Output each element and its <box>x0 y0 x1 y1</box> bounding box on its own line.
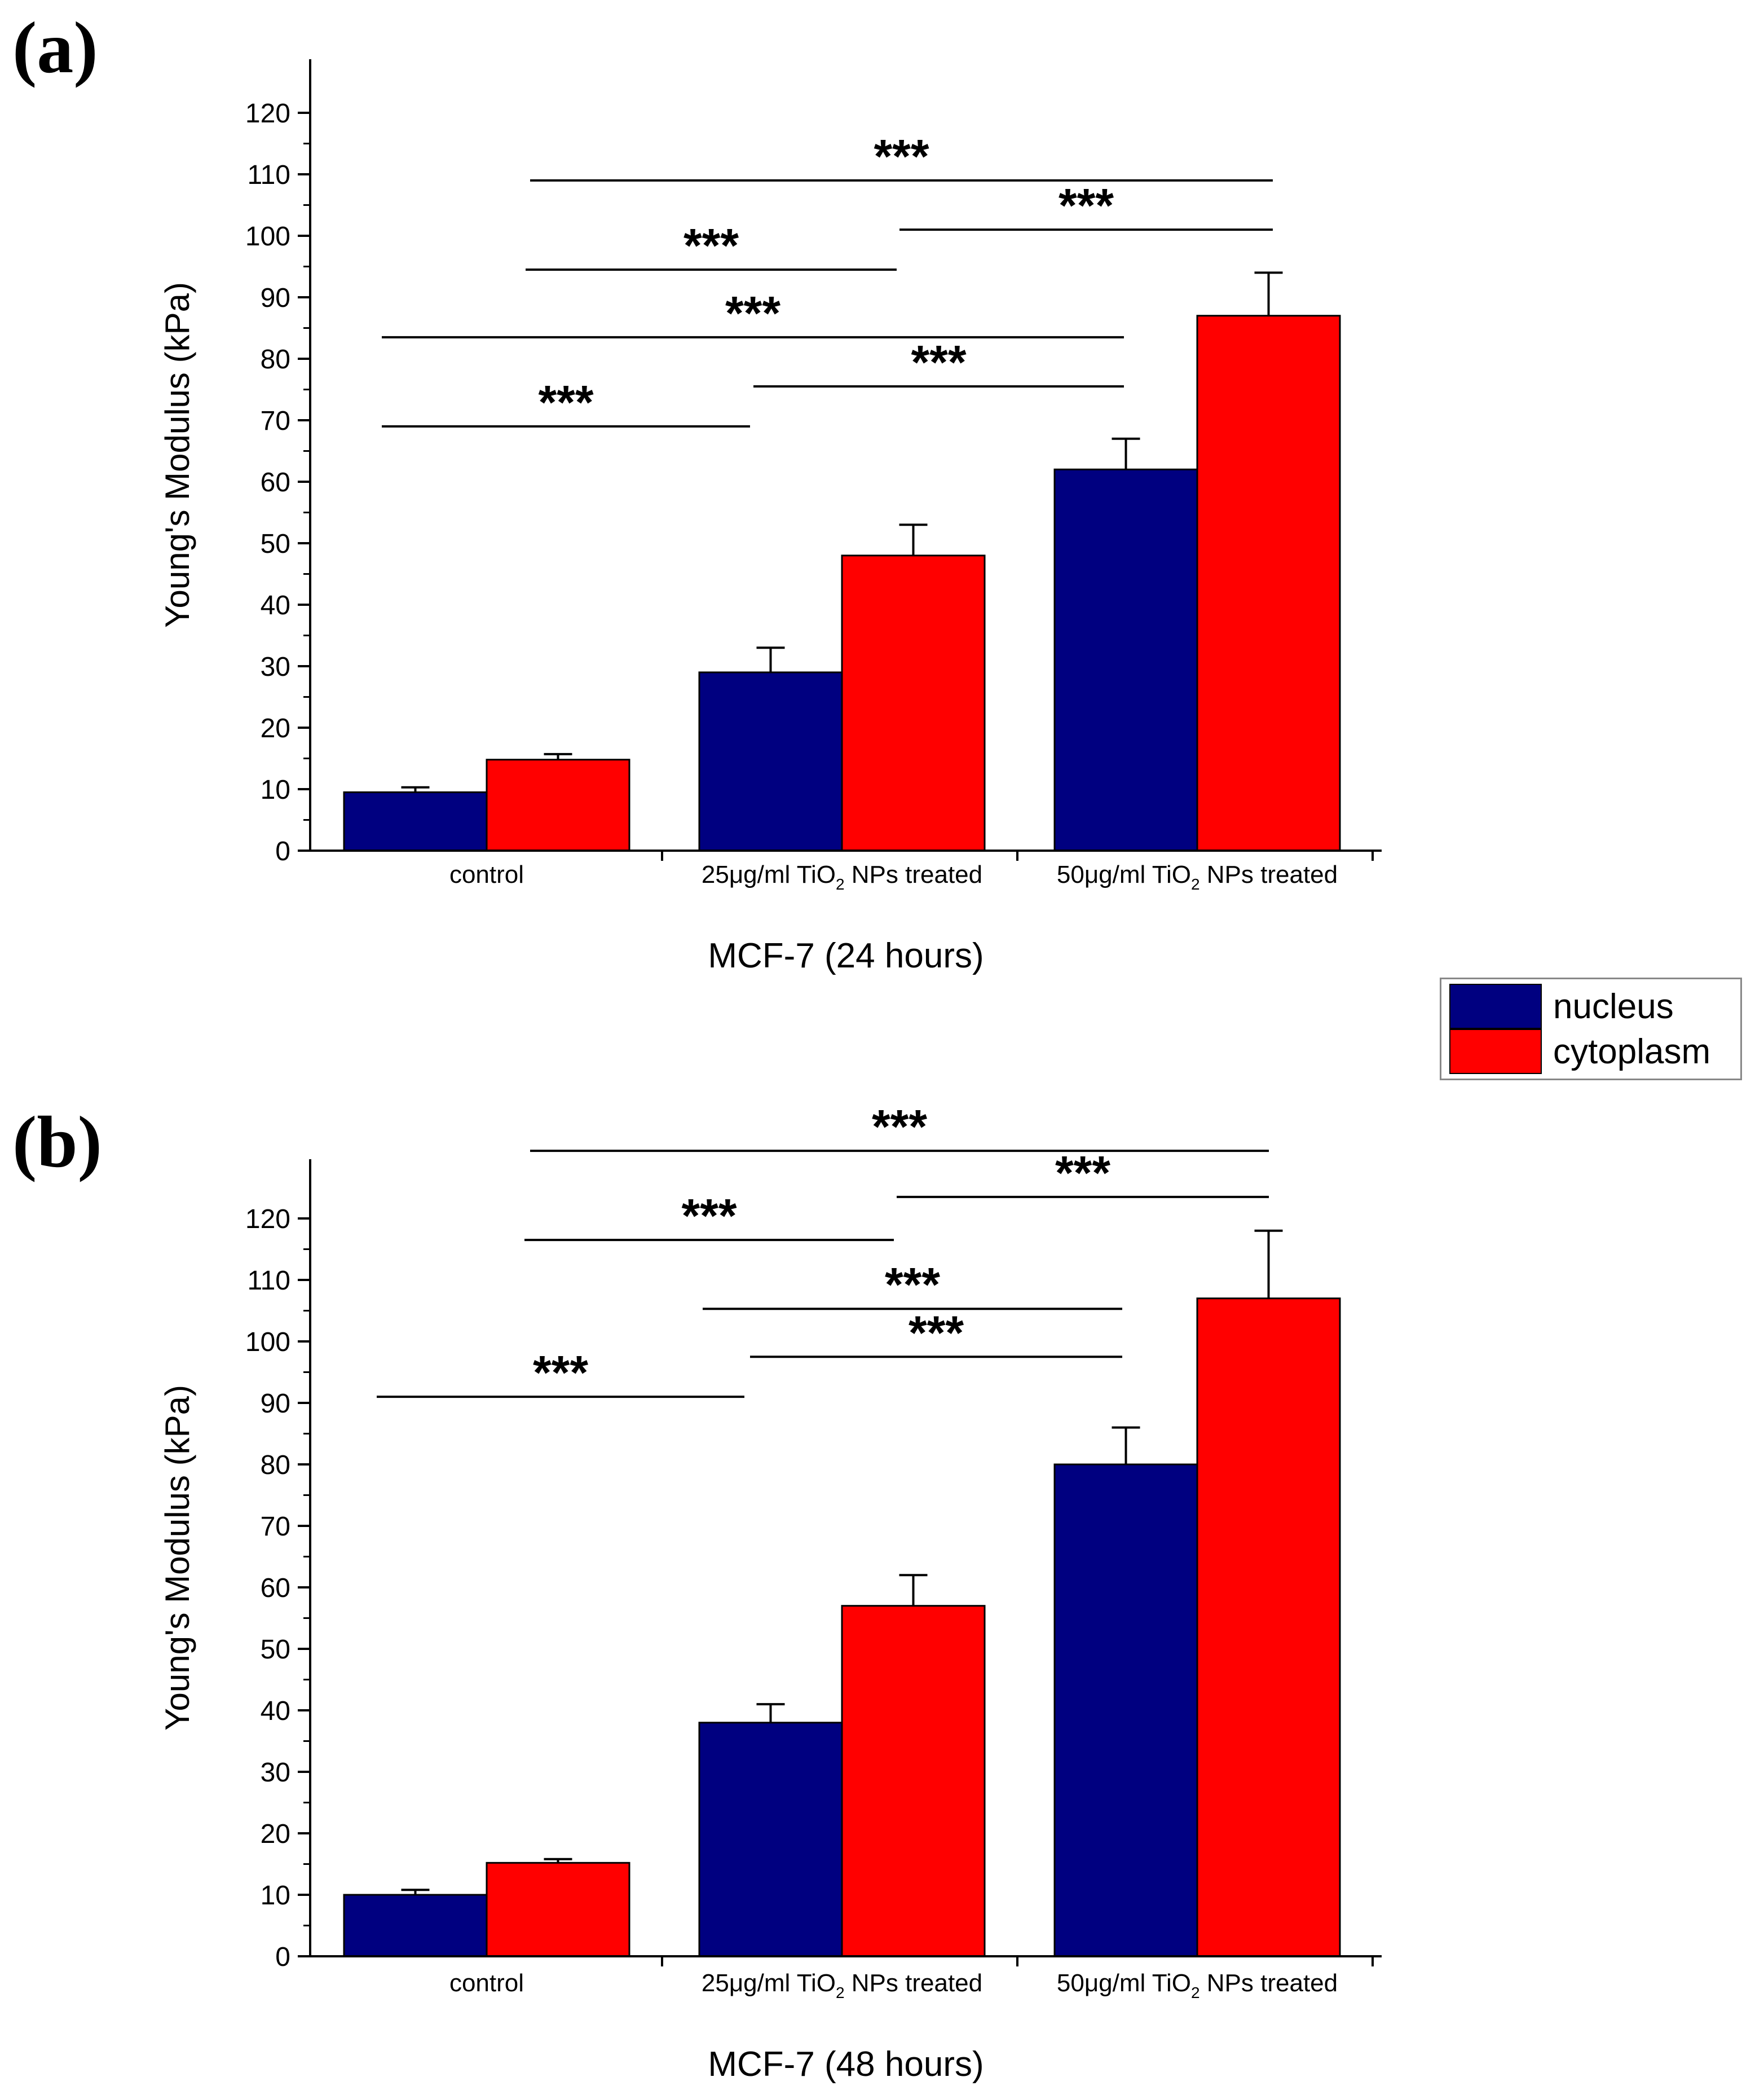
bar-cytoplasm-3 <box>1196 1297 1341 1957</box>
x-tick-label: 50μg/ml TiO2 NPs treated <box>1057 1969 1338 2001</box>
y-tick-label: 80 <box>261 345 290 375</box>
y-tick-label: 20 <box>261 1819 290 1849</box>
y-tick-label: 40 <box>261 591 290 621</box>
x-tick-label: control <box>449 1969 524 1997</box>
significance-label: *** <box>885 1258 940 1311</box>
significance-label: *** <box>538 376 593 429</box>
significance-label: *** <box>874 130 929 183</box>
significance-label: *** <box>681 1189 737 1242</box>
y-tick-label: 120 <box>245 99 290 129</box>
legend-label-nucleus: nucleus <box>1553 987 1674 1026</box>
bar-nucleus-1 <box>343 1894 488 1957</box>
y-tick-label: 60 <box>261 1573 290 1603</box>
x-tick-label: control <box>449 861 524 888</box>
y-tick-label: 110 <box>247 160 290 190</box>
y-axis-title: Young's Modulus (kPa) <box>158 282 196 628</box>
legend-label-cytoplasm: cytoplasm <box>1553 1032 1711 1071</box>
y-tick-label: 110 <box>247 1266 290 1296</box>
x-axis-title: MCF-7 (24 hours) <box>708 936 984 975</box>
y-tick-label: 10 <box>261 1881 290 1911</box>
y-tick-label: 30 <box>261 652 290 682</box>
bar-cytoplasm-2 <box>841 555 986 852</box>
y-tick-label: 120 <box>245 1204 290 1234</box>
bar-nucleus-2 <box>698 1722 843 1957</box>
y-tick-label: 0 <box>275 837 290 866</box>
y-tick-label: 90 <box>261 1389 290 1419</box>
bar-nucleus-2 <box>698 671 843 852</box>
bar-cytoplasm-2 <box>841 1605 986 1957</box>
chart-panel-a: 0 10 20 30 40 50 60 70 80 90 100 110 120 control 25μg/… <box>158 59 1382 975</box>
chart-panel-b: 0 10 20 30 40 50 60 70 80 90 100 110 120 control 25μg/… <box>158 1100 1382 2084</box>
y-tick-label: 60 <box>261 468 290 498</box>
y-tick-label: 100 <box>245 222 290 252</box>
bar-nucleus-3 <box>1053 468 1198 852</box>
significance-label: *** <box>533 1346 588 1399</box>
x-tick-label: 25μg/ml TiO2 NPs treated <box>702 1969 982 2001</box>
y-tick-label: 30 <box>261 1758 290 1788</box>
significance-label: *** <box>909 1306 964 1359</box>
y-tick-label: 20 <box>261 714 290 743</box>
significance-label: *** <box>872 1100 927 1153</box>
y-tick-label: 80 <box>261 1450 290 1480</box>
bar-nucleus-1 <box>343 791 488 852</box>
legend-swatch-nucleus <box>1449 984 1542 1029</box>
bar-cytoplasm-3 <box>1196 315 1341 852</box>
legend: nucleus cytoplasm <box>1440 978 1742 1080</box>
y-tick-label: 100 <box>245 1327 290 1357</box>
legend-swatch-cytoplasm <box>1449 1029 1542 1074</box>
panel-label-b: (b) <box>12 1102 102 1183</box>
significance-label: *** <box>911 336 966 389</box>
y-axis-title: Young's Modulus (kPa) <box>158 1385 196 1731</box>
y-tick-label: 50 <box>261 529 290 559</box>
y-tick-label: 10 <box>261 775 290 805</box>
x-axis-title: MCF-7 (48 hours) <box>708 2045 984 2084</box>
bar-nucleus-3 <box>1053 1463 1198 1957</box>
y-tick-label: 90 <box>261 283 290 313</box>
x-tick-label: 50μg/ml TiO2 NPs treated <box>1057 861 1338 893</box>
significance-label: *** <box>725 287 780 340</box>
legend-item-cytoplasm: cytoplasm <box>1449 1029 1710 1074</box>
x-tick-label: 25μg/ml TiO2 NPs treated <box>702 861 982 893</box>
significance-label: *** <box>683 219 739 272</box>
bar-cytoplasm-1 <box>486 759 630 852</box>
legend-item-nucleus: nucleus <box>1449 984 1674 1029</box>
y-tick-label: 0 <box>275 1942 290 1972</box>
significance-label: *** <box>1059 179 1114 232</box>
y-tick-label: 40 <box>261 1696 290 1726</box>
y-tick-label: 70 <box>261 406 290 436</box>
y-tick-label: 70 <box>261 1512 290 1542</box>
bar-cytoplasm-1 <box>486 1862 630 1957</box>
y-tick-label: 50 <box>261 1635 290 1665</box>
significance-label: *** <box>1055 1146 1110 1199</box>
panel-label-a: (a) <box>12 7 98 89</box>
